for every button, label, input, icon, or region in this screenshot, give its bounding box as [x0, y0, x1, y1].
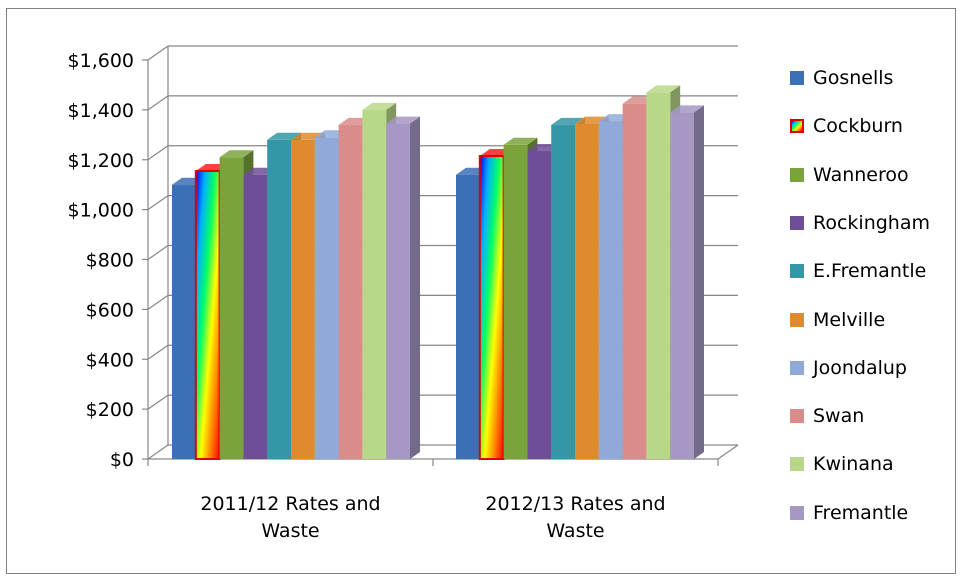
y-tick-label: $1,200: [68, 150, 134, 172]
legend-swatch: [790, 457, 804, 472]
x-category-label: 2012/13 Rates and Waste: [485, 493, 665, 542]
x-category-label-line: 2011/12 Rates and: [200, 493, 380, 515]
bar-front: [456, 174, 480, 459]
bar-front: [386, 123, 410, 459]
legend-label: Melville: [813, 308, 886, 331]
gridline-side: [147, 95, 169, 111]
bar-front: [219, 157, 244, 459]
legend-label: Cockburn: [813, 115, 903, 138]
legend-label: E.Fremantle: [813, 260, 927, 283]
bar-front: [598, 121, 623, 460]
bar-top: [267, 132, 301, 140]
legend-swatch: [790, 215, 804, 230]
bar-front: [267, 139, 291, 460]
gridline-side: [147, 394, 169, 410]
bar-front: [575, 123, 599, 459]
legend-swatch: [790, 312, 804, 327]
legend-item: Melville: [790, 308, 885, 332]
gridline-side: [147, 294, 169, 310]
x-category-label-line: Waste: [546, 520, 604, 542]
legend-label: Kwinana: [813, 453, 894, 476]
legend-label: Joondalup: [813, 356, 907, 379]
bar-front: [503, 144, 528, 459]
bar-front: [670, 112, 694, 460]
bar-side: [694, 105, 704, 460]
x-category-label-line: 2012/13 Rates and: [485, 493, 665, 515]
bar-front: [243, 174, 268, 459]
bar-front: [338, 124, 363, 460]
legend-item: Gosnells: [790, 66, 893, 90]
legend-swatch: [790, 264, 804, 279]
gridline-side: [147, 195, 169, 211]
bar-front: [646, 92, 671, 459]
floor-edge: [717, 444, 739, 460]
gridline-side: [147, 444, 169, 460]
gridline-side: [147, 344, 169, 360]
legend-swatch: [790, 71, 804, 85]
legend-item: Swan: [790, 404, 864, 428]
y-tick-label: $1,600: [68, 50, 134, 72]
bar: [386, 116, 420, 459]
bar-front: [478, 155, 505, 460]
x-category-label: 2011/12 Rates and Waste: [200, 493, 380, 542]
bar-front: [527, 151, 552, 459]
bar-front: [551, 124, 575, 460]
legend-item: Fremantle: [790, 501, 908, 525]
legend-label: Gosnells: [813, 67, 894, 89]
bar-top: [503, 137, 538, 145]
bar-front: [194, 169, 221, 461]
gridline-side: [147, 145, 169, 161]
y-tick-label: $400: [86, 349, 134, 371]
bar-front: [362, 109, 387, 459]
legend-label: Swan: [813, 405, 865, 428]
y-tick-label: $600: [86, 299, 134, 321]
bar: [670, 105, 704, 460]
bar-top: [362, 102, 397, 110]
legend-item: Joondalup: [790, 356, 907, 380]
legend-item: Wanneroo: [790, 163, 909, 187]
legend-swatch: [790, 119, 804, 134]
legend-item: Kwinana: [790, 452, 894, 476]
bar-top: [646, 85, 681, 93]
legend-swatch: [790, 167, 804, 182]
legend-label: Rockingham: [813, 211, 930, 234]
gridline-side: [147, 45, 169, 61]
legend-swatch: [790, 360, 804, 375]
legend-swatch: [790, 505, 804, 520]
bar-front: [314, 137, 339, 459]
y-tick-label: $0: [110, 449, 134, 471]
legend-label: Fremantle: [813, 501, 909, 524]
bar-top: [219, 150, 254, 158]
x-category-label-line: Waste: [261, 520, 319, 542]
bar-front: [172, 184, 196, 459]
legend-item: E.Fremantle: [790, 259, 926, 283]
legend-item: Rockingham: [790, 211, 930, 235]
y-tick-label: $1,000: [68, 200, 134, 222]
gridline-side: [147, 245, 169, 260]
bar-top: [386, 116, 420, 124]
legend-label: Wanneroo: [813, 163, 909, 186]
y-tick-label: $200: [86, 399, 134, 421]
y-tick-label: $800: [86, 250, 134, 272]
y-tick-label: $1,400: [68, 100, 134, 122]
legend-item: Cockburn: [790, 114, 903, 138]
bar-top: [670, 105, 704, 113]
bar-front: [291, 139, 315, 460]
legend-swatch: [790, 409, 804, 424]
bar-front: [622, 103, 647, 459]
bar-side: [410, 116, 420, 459]
